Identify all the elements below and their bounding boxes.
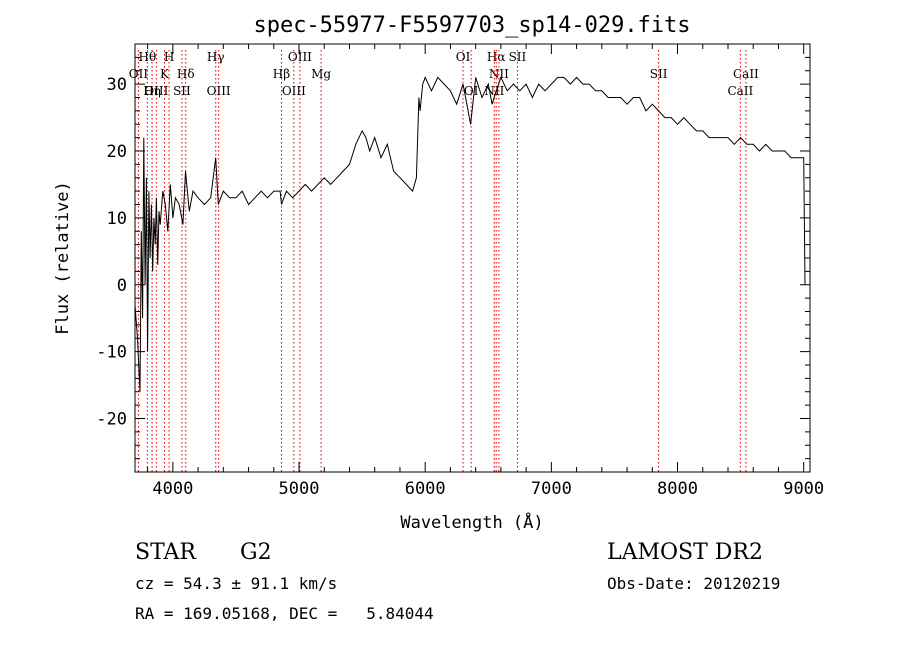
spectral-line-label: Hη [143,84,161,98]
y-tick-label: -20 [96,410,127,430]
flux-series-line [134,76,806,392]
y-tick-label: -10 [96,343,127,363]
spectral-line-label: OII [129,67,149,81]
x-tick-label: 8000 [657,479,698,499]
y-tick-label: 20 [107,142,127,162]
object-class: STAR [135,540,196,565]
spectral-line-label: SII [509,50,527,64]
spectral-line-label: OI [464,84,479,98]
axis-layer: 4000 5000 6000 7000 8000 9000 -20 -10 0 10 20 30 [96,44,824,499]
x-tick-label: 4000 [152,479,193,499]
chart-title: spec-55977-F5597703_sp14-029.fits [253,13,690,38]
spectral-line-label: OIII [207,84,231,98]
spectral-line-label: OI [456,50,471,64]
spectral-line-label: SII [650,67,668,81]
spectral-line-label: Hδ [177,67,195,81]
spectral-line-label: Hθ [139,50,157,64]
spectral-line-label: Mg [311,67,331,81]
coordinates: RA = 169.05168, DEC = 5.84044 [135,604,434,623]
spectral-line-label: H [164,50,174,64]
x-tick-label: 6000 [405,479,446,499]
spectral-line-label: NII [489,67,509,81]
y-axis-label: Flux (relative) [53,181,73,335]
spectral-line-label: OIII [282,84,306,98]
spectral-line-label: Hα [487,50,506,64]
x-axis-label: Wavelength (Å) [400,511,543,533]
spectral-line-label: Hβ [273,67,290,81]
x-tick-label: 7000 [531,479,572,499]
y-tick-label: 10 [107,209,127,229]
spectral-line-label: OIII [144,84,168,98]
spectral-line-label: OIII [288,50,312,64]
y-tick-label: 0 [117,276,127,296]
spectral-line-label: Hγ [207,50,225,64]
survey-name: LAMOST DR2 [607,540,763,565]
spectral-line-label: K [160,67,170,81]
spectral-line-label: CaII [733,67,759,81]
spectral-line-label: SII [173,84,191,98]
series-layer [134,76,806,392]
redshift-velocity: cz = 54.3 ± 91.1 km/s [135,574,338,593]
x-tick-label: 9000 [783,479,824,499]
spectral-line-label: CaII [727,84,753,98]
x-tick-label: 5000 [279,479,320,499]
y-tick-label: 30 [107,75,127,95]
observation-date: Obs-Date: 20120219 [607,574,781,593]
object-subclass: G2 [240,540,272,565]
